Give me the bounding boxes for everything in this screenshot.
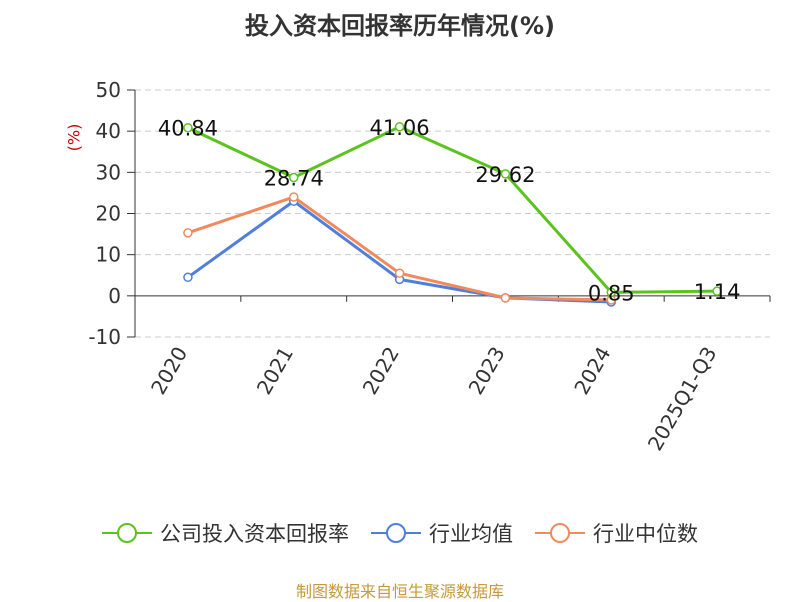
x-tick-label: 2022 (358, 343, 404, 399)
data-label: 0.85 (588, 281, 635, 305)
x-tick-label: 2023 (464, 342, 510, 398)
y-tick-label: -10 (88, 325, 121, 349)
data-label: 1.14 (694, 280, 741, 304)
series-roic-point (394, 122, 405, 132)
legend-label-industry-avg: 行业均值 (429, 522, 513, 546)
series-industry-median-point (500, 293, 511, 303)
y-tick-label: 10 (96, 243, 121, 267)
series-roic-point (500, 169, 511, 179)
legend-item-roic[interactable]: 公司投入资本回报率 (102, 518, 349, 548)
series-industry-median-point (394, 268, 405, 278)
series-roic-point (712, 286, 722, 296)
x-tick-label: 2021 (252, 343, 298, 399)
chart-title: 投入资本回报率历年情况(%) (245, 12, 555, 40)
series-roic-point (183, 122, 193, 133)
legend-marker-industry-median-icon (535, 523, 585, 543)
legend-marker-industry-avg-icon (371, 523, 421, 543)
x-tick-label: 2020 (146, 343, 192, 399)
source-note: 制图数据来自恒生聚源数据库 (295, 582, 504, 601)
y-tick-label: 20 (96, 202, 121, 226)
series-industry-avg-line (187, 199, 612, 304)
legend-label-roic: 公司投入资本回报率 (160, 522, 349, 546)
data-label: 28.74 (264, 167, 324, 191)
legend-marker-roic-icon (102, 523, 152, 543)
series-roic-point (606, 287, 616, 298)
series-industry-median-point (183, 228, 193, 238)
data-label: 40.84 (158, 117, 218, 141)
x-tick-label: 2024 (569, 343, 615, 399)
y-tick-label: 30 (96, 160, 121, 184)
y-tick-label: 50 (96, 78, 121, 102)
legend-label-industry-median: 行业中位数 (593, 522, 698, 546)
series-industry-median-point (289, 192, 299, 202)
data-label: 29.62 (475, 163, 535, 187)
series-roic-line (187, 125, 718, 294)
legend-item-industry-avg[interactable]: 行业均值 (371, 518, 513, 548)
legend: 公司投入资本回报率 行业均值 行业中位数 (0, 518, 800, 548)
series-industry-median-line (187, 195, 612, 302)
data-label: 41.06 (370, 116, 430, 140)
series-roic-point (289, 172, 299, 183)
series-industry-avg-point (183, 272, 193, 283)
x-tick-label: 2025Q1-Q3 (643, 343, 722, 455)
y-tick-label: 0 (108, 284, 121, 308)
y-tick-label: 40 (96, 119, 121, 143)
legend-item-industry-median[interactable]: 行业中位数 (535, 518, 698, 548)
